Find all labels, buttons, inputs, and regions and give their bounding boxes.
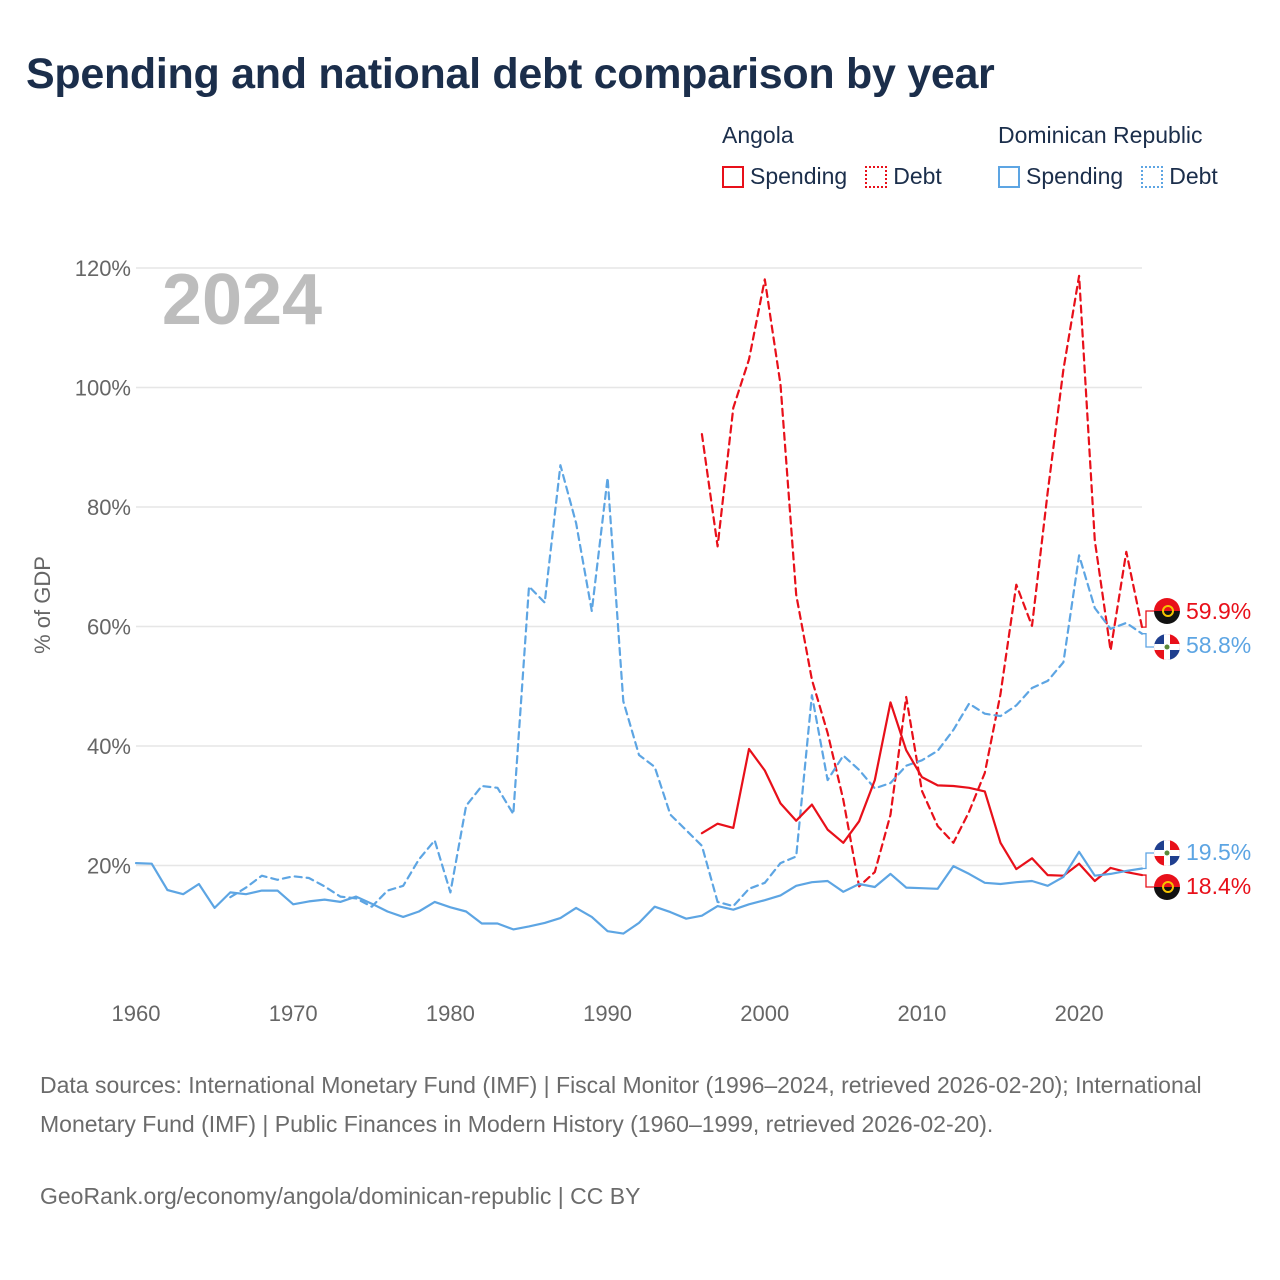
angola-flag-icon bbox=[1154, 874, 1180, 900]
end-connector bbox=[1142, 610, 1154, 628]
y-tick-label: 20% bbox=[87, 854, 131, 879]
legend-group-angola: Angola Spending Debt bbox=[722, 122, 960, 190]
y-tick-label: 120% bbox=[75, 256, 131, 281]
end-label-angola-spending: 18.4% bbox=[1186, 873, 1251, 899]
dominican-republic-flag-icon bbox=[1154, 634, 1180, 660]
legend-label: Spending bbox=[1026, 163, 1124, 189]
end-label-dr-debt: 58.8% bbox=[1186, 632, 1251, 658]
legend-swatch-solid bbox=[722, 165, 744, 188]
y-tick-label: 100% bbox=[75, 376, 131, 401]
series-line-angola-spending[interactable] bbox=[700, 701, 1144, 883]
legend-country-angola: Angola bbox=[722, 122, 794, 148]
end-label-dr-spending: 19.5% bbox=[1186, 839, 1251, 865]
x-tick-label: 2000 bbox=[740, 1001, 789, 1026]
legend-swatch-dotted bbox=[1141, 165, 1164, 188]
end-connector bbox=[1142, 852, 1154, 870]
legend-country-dominican-republic: Dominican Republic bbox=[998, 122, 1203, 148]
end-label-angola-debt: 59.9% bbox=[1186, 598, 1251, 624]
line-chart: 2024 20%40%60%80%100%120% 1960 1970 1980 19… bbox=[30, 256, 1251, 1026]
x-tick-label: 2020 bbox=[1055, 1001, 1104, 1026]
x-tick-label: 2010 bbox=[897, 1001, 946, 1026]
y-axis-ticks: 20% 40% 60% 80% 100% 120% bbox=[75, 256, 131, 879]
x-tick-label: 1990 bbox=[583, 1001, 632, 1026]
dominican-republic-flag-icon bbox=[1154, 840, 1180, 866]
x-tick-label: 1980 bbox=[426, 1001, 475, 1026]
chart-title: Spending and national debt comparison by… bbox=[26, 50, 995, 98]
legend-angola-spending[interactable]: Spending bbox=[722, 163, 847, 190]
series-lines bbox=[134, 274, 1144, 935]
legend-swatch-dotted bbox=[865, 165, 888, 188]
x-tick-label: 1960 bbox=[112, 1001, 161, 1026]
angola-flag-icon bbox=[1154, 598, 1180, 624]
y-axis-label: % of GDP bbox=[30, 556, 55, 654]
end-connector bbox=[1142, 874, 1154, 888]
series-line-dominican-republic-spending[interactable] bbox=[134, 850, 1144, 935]
legend-label: Debt bbox=[1169, 163, 1218, 189]
x-tick-label: 1970 bbox=[269, 1001, 318, 1026]
legend-group-dominican-republic: Dominican Republic Spending Debt bbox=[998, 122, 1218, 190]
legend-swatch-solid bbox=[998, 165, 1020, 188]
series-line-angola-debt[interactable] bbox=[700, 274, 1144, 888]
end-markers bbox=[1142, 610, 1154, 888]
end-connector bbox=[1142, 633, 1154, 648]
year-label: 2024 bbox=[162, 260, 322, 340]
legend-label: Spending bbox=[750, 163, 848, 189]
legend-label: Debt bbox=[893, 163, 942, 189]
series-line-dominican-republic-debt[interactable] bbox=[229, 464, 1144, 908]
legend-dr-spending[interactable]: Spending bbox=[998, 163, 1123, 190]
y-tick-label: 60% bbox=[87, 615, 131, 640]
y-tick-label: 80% bbox=[87, 495, 131, 520]
legend-dr-debt[interactable]: Debt bbox=[1141, 163, 1218, 190]
data-source-note: Data sources: International Monetary Fun… bbox=[40, 1072, 1202, 1137]
x-axis-ticks: 1960 1970 1980 1990 2000 2010 2020 bbox=[112, 1001, 1104, 1026]
legend-angola-debt[interactable]: Debt bbox=[865, 163, 942, 190]
credit-link[interactable]: GeoRank.org/economy/angola/dominican-rep… bbox=[40, 1183, 641, 1209]
gridlines bbox=[136, 267, 1142, 867]
y-tick-label: 40% bbox=[87, 734, 131, 759]
